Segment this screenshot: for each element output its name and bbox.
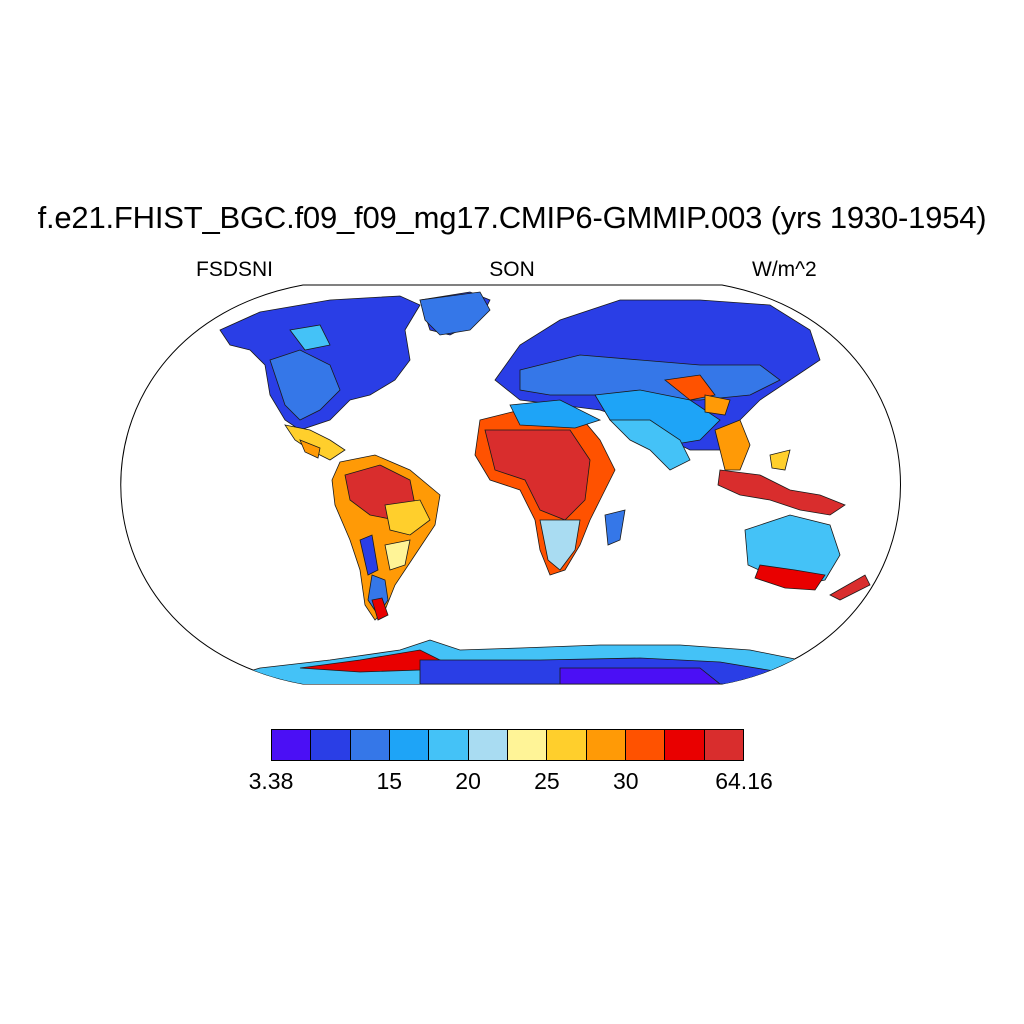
- colorbar-box: [272, 730, 312, 760]
- colorbar-box: [625, 730, 666, 760]
- colorbar-box: [468, 730, 508, 760]
- variable-label: FSDSNI: [196, 258, 274, 281]
- colorbar: [271, 729, 744, 761]
- plot-title: f.e21.FHIST_BGC.f09_f09_mg17.CMIP6-GMMIP…: [37, 200, 987, 235]
- eurasia: [494, 299, 821, 471]
- colorbar-box: [704, 730, 743, 760]
- colorbar-box: [507, 730, 548, 760]
- colorbar-tick-label: 15: [376, 768, 403, 794]
- colorbar-box: [350, 730, 390, 760]
- colorbar-box: [665, 730, 705, 760]
- australia: [744, 514, 871, 601]
- colorbar-box: [311, 730, 351, 760]
- colorbar-tick-label: 3.38: [248, 768, 294, 794]
- colorbar-tick-label: 20: [455, 768, 481, 794]
- antarctica: [199, 639, 841, 684]
- colorbar-tick-label: 25: [534, 768, 560, 794]
- africa: [474, 399, 626, 576]
- colorbar-tick-label: 30: [612, 768, 639, 794]
- colorbar-tick-label: 64.16: [715, 768, 773, 794]
- colorbar-box: [547, 730, 587, 760]
- colorbar-box: [429, 730, 469, 760]
- colorbar-box: [586, 730, 626, 760]
- south-america: [331, 454, 441, 621]
- units-label: W/m^2: [752, 258, 817, 281]
- season-label: SON: [489, 258, 535, 281]
- greenland: [419, 291, 491, 336]
- colorbar-box: [389, 730, 430, 760]
- southeast-asia: [717, 449, 846, 516]
